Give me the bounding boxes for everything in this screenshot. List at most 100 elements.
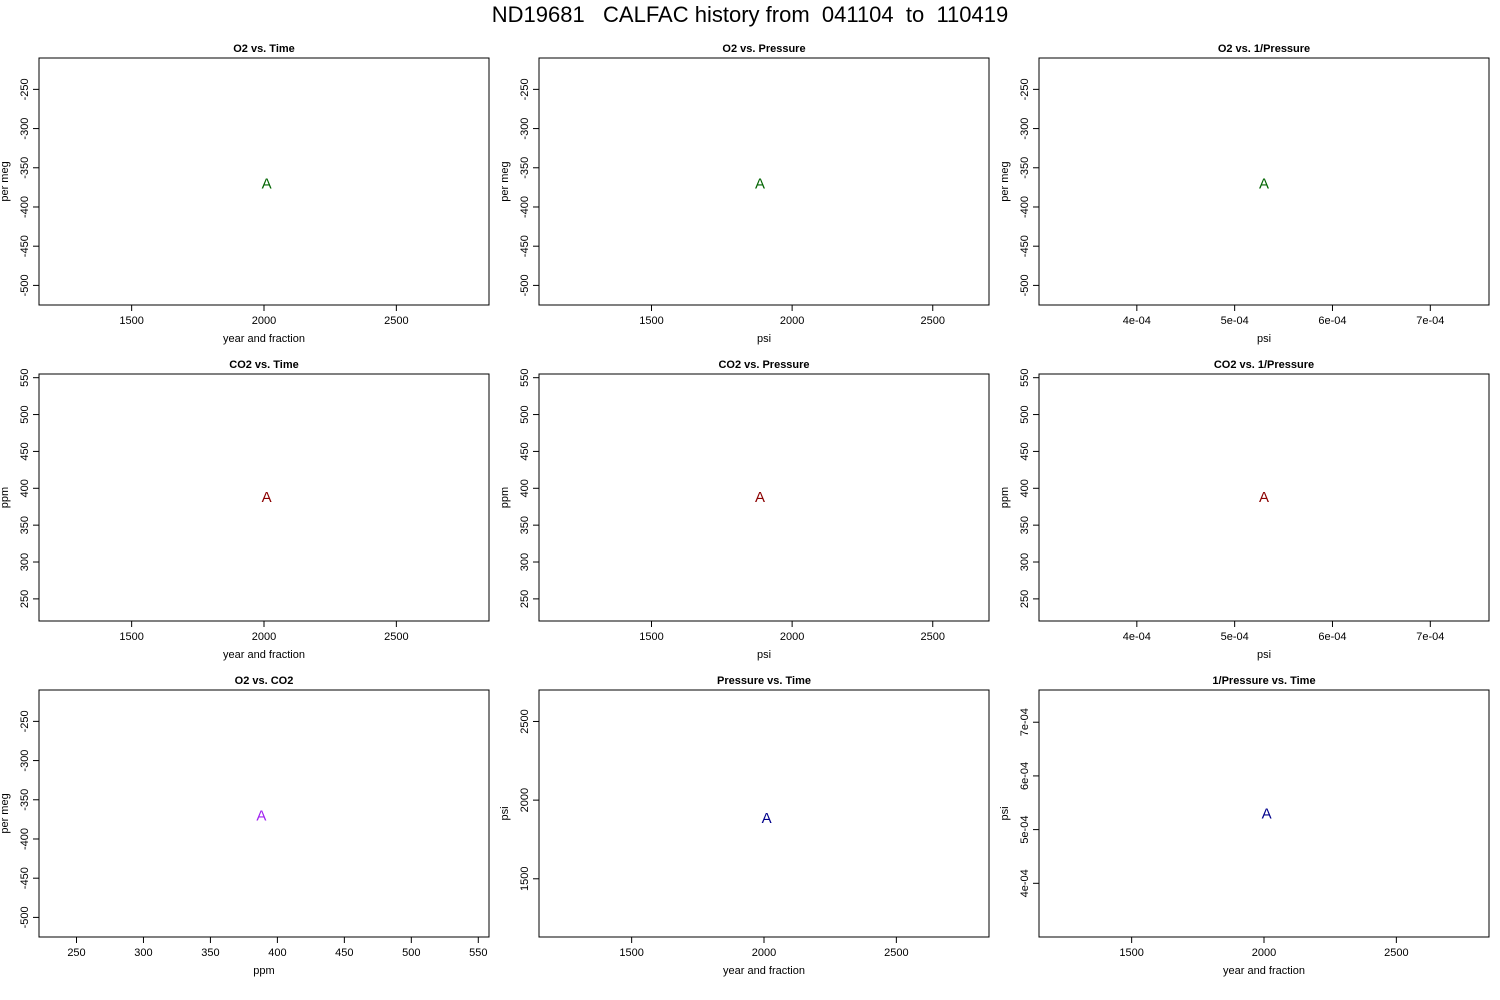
y-tick-label: -400 xyxy=(19,828,31,850)
x-tick-label: 2500 xyxy=(921,315,945,327)
x-tick-label: 2000 xyxy=(752,947,776,959)
y-tick-label: 2000 xyxy=(519,788,531,812)
y-tick-label: 300 xyxy=(519,553,531,571)
y-tick-label: -300 xyxy=(19,118,31,140)
x-tick-label: 2000 xyxy=(252,631,276,643)
y-tick-label: -400 xyxy=(19,196,31,218)
x-axis-label: psi xyxy=(757,649,771,661)
y-tick-label: -350 xyxy=(19,789,31,811)
chart-panel-8: Pressure vs. Time 1500 2000 2500 1500 2000 250… xyxy=(499,675,990,977)
x-tick-label: 300 xyxy=(134,947,152,959)
y-tick-label: 250 xyxy=(1019,590,1031,608)
x-tick-label: 4e-04 xyxy=(1123,315,1151,327)
y-tick-label: 550 xyxy=(19,369,31,387)
chart-panel-1: O2 vs. Time 1500 2000 2500 -500 -450 -400 -350 -… xyxy=(0,43,490,345)
x-axis-label: psi xyxy=(1257,649,1271,661)
y-tick-label: 5e-04 xyxy=(1019,816,1031,844)
y-tick-label: 500 xyxy=(519,405,531,423)
plot-frame xyxy=(38,689,490,938)
data-point: A xyxy=(1262,806,1272,823)
y-axis-label: ppm xyxy=(0,487,11,508)
y-tick-label: 4e-04 xyxy=(1019,869,1031,897)
y-tick-label: -250 xyxy=(1019,78,1031,100)
y-tick-label: -350 xyxy=(1019,157,1031,179)
y-axis-label: psi xyxy=(499,806,511,820)
chart-panel-7: O2 vs. CO2 250 300 350 400 450 500 550 -500 -450 -… xyxy=(0,675,490,977)
y-tick-label: 1500 xyxy=(519,867,531,891)
x-tick-label: 2500 xyxy=(921,631,945,643)
x-axis-label: year and fraction xyxy=(1223,965,1305,977)
x-tick-label: 7e-04 xyxy=(1416,631,1444,643)
y-tick-label: -450 xyxy=(19,867,31,889)
chart-title: O2 vs. Pressure xyxy=(722,43,805,55)
chart-title: 1/Pressure vs. Time xyxy=(1212,675,1315,687)
y-tick-label: 400 xyxy=(1019,479,1031,497)
x-tick-label: 550 xyxy=(469,947,487,959)
x-tick-label: 1500 xyxy=(639,631,663,643)
x-tick-label: 2500 xyxy=(384,315,408,327)
x-tick-label: 1500 xyxy=(639,315,663,327)
plot-frame xyxy=(1038,373,1490,622)
y-tick-label: 6e-04 xyxy=(1019,762,1031,790)
y-tick-label: -500 xyxy=(1019,274,1031,296)
x-tick-label: 500 xyxy=(402,947,420,959)
y-tick-label: 500 xyxy=(1019,405,1031,423)
y-tick-label: -350 xyxy=(19,157,31,179)
chart-title: O2 vs. 1/Pressure xyxy=(1218,43,1310,55)
y-tick-label: -350 xyxy=(519,157,531,179)
y-tick-label: 400 xyxy=(19,479,31,497)
x-tick-label: 6e-04 xyxy=(1318,315,1346,327)
y-axis-label: psi xyxy=(999,806,1011,820)
chart-title: O2 vs. CO2 xyxy=(235,675,294,687)
page-title: ND19681 CALFAC history from 041104 to 11… xyxy=(491,2,1009,27)
x-axis-label: ppm xyxy=(253,965,274,977)
data-point: A xyxy=(1259,175,1269,192)
y-tick-label: -300 xyxy=(519,118,531,140)
y-axis-label: per meg xyxy=(0,161,11,201)
x-tick-label: 5e-04 xyxy=(1221,631,1249,643)
x-tick-label: 400 xyxy=(268,947,286,959)
y-tick-label: -500 xyxy=(19,906,31,928)
x-axis-label: psi xyxy=(1257,333,1271,345)
x-tick-label: 2000 xyxy=(252,315,276,327)
data-point: A xyxy=(762,810,772,827)
chart-panel-3: O2 vs. 1/Pressure 4e-04 5e-04 6e-04 7e-04 -50… xyxy=(999,43,1490,345)
x-tick-label: 1500 xyxy=(619,947,643,959)
y-axis-label: ppm xyxy=(499,487,511,508)
x-tick-label: 1500 xyxy=(119,631,143,643)
y-tick-label: 350 xyxy=(519,516,531,534)
chart-title: Pressure vs. Time xyxy=(717,675,811,687)
chart-panel-2: O2 vs. Pressure 1500 2000 2500 -500 -450 -400 -… xyxy=(499,43,990,345)
x-tick-label: 2000 xyxy=(780,631,804,643)
y-axis-label: per meg xyxy=(499,161,511,201)
y-tick-label: 450 xyxy=(519,442,531,460)
x-tick-label: 4e-04 xyxy=(1123,631,1151,643)
y-axis-label: per meg xyxy=(999,161,1011,201)
chart-title: CO2 vs. 1/Pressure xyxy=(1214,359,1314,371)
y-tick-label: -250 xyxy=(19,78,31,100)
plot-frame xyxy=(538,373,990,622)
y-tick-label: -450 xyxy=(1019,235,1031,257)
x-tick-label: 7e-04 xyxy=(1416,315,1444,327)
x-tick-label: 2500 xyxy=(384,631,408,643)
y-tick-label: 2500 xyxy=(519,709,531,733)
chart-panel-4: CO2 vs. Time 1500 2000 2500 250 300 350 400 450 5… xyxy=(0,359,490,661)
x-tick-label: 2000 xyxy=(1252,947,1276,959)
x-axis-label: year and fraction xyxy=(723,965,805,977)
y-tick-label: 300 xyxy=(1019,553,1031,571)
x-tick-label: 6e-04 xyxy=(1318,631,1346,643)
plot-frame xyxy=(538,57,990,306)
data-point: A xyxy=(1259,489,1269,506)
data-point: A xyxy=(755,175,765,192)
data-point: A xyxy=(256,807,266,824)
chart-panel-6: CO2 vs. 1/Pressure 4e-04 5e-04 6e-04 7e-04 25… xyxy=(999,359,1490,661)
x-tick-label: 350 xyxy=(201,947,219,959)
y-tick-label: 250 xyxy=(519,590,531,608)
y-axis-label: ppm xyxy=(999,487,1011,508)
data-point: A xyxy=(262,175,272,192)
y-tick-label: 350 xyxy=(1019,516,1031,534)
y-tick-label: -450 xyxy=(19,235,31,257)
x-tick-label: 1500 xyxy=(1119,947,1143,959)
x-tick-label: 2000 xyxy=(780,315,804,327)
